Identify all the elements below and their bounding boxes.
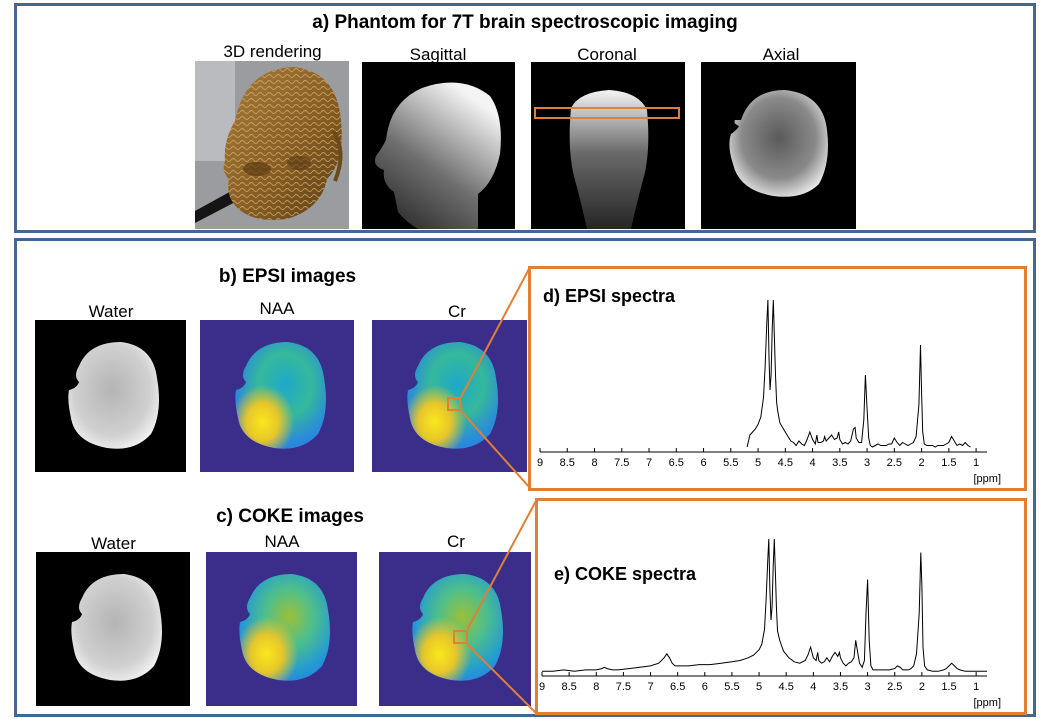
spectrum-epsi-tick-label: 6 (700, 457, 706, 469)
label-coronal: Coronal (577, 45, 637, 64)
label-epsi-water: Water (88, 302, 134, 321)
epsi-voxel-marker (447, 397, 461, 411)
panel-b-title: b) EPSI images (218, 266, 357, 287)
label-coke-cr: Cr (447, 532, 465, 551)
spectrum-epsi-tick-label: 8.5 (560, 457, 575, 469)
spectrum-epsi-tick-label: 3 (864, 457, 870, 469)
image-epsi-cr (372, 320, 527, 472)
panel-a: a) Phantom for 7T brain spectroscopic im… (14, 3, 1036, 233)
spectrum-coke-tick-label: 4 (810, 681, 816, 693)
coke-voxel-marker (453, 630, 468, 644)
spectrum-epsi-x-label: [ppm] (973, 473, 1001, 485)
label-epsi-naa: NAA (259, 299, 295, 318)
spectrum-epsi-tick-label: 7 (646, 457, 652, 469)
spectrum-epsi-tick-label: 1 (973, 457, 979, 469)
label-epsi-cr: Cr (448, 302, 466, 321)
spectrum-epsi-tick-label: 6.5 (669, 457, 684, 469)
spectrum-epsi-series-line (746, 299, 971, 448)
spectrum-coke-x-label: [ppm] (973, 697, 1001, 709)
spectrum-epsi-title: d) EPSI spectra (543, 286, 676, 306)
panel-bc (14, 238, 1036, 717)
spectrum-coke-series-line (542, 538, 987, 672)
label-coke-naa: NAA (264, 532, 300, 551)
spectrum-coke-tick-label: 1.5 (941, 681, 956, 693)
spectrum-coke-tick-label: 6.5 (670, 681, 685, 693)
spectrum-epsi-tick-label: 5 (755, 457, 761, 469)
spectrum-epsi-tick-label: 9 (537, 457, 543, 469)
spectrum-box-coke: e) COKE spectra 9 8.5 8 7.5 7 6.5 6 5.5 5 4.5 4 3.5… (535, 498, 1027, 715)
image-epsi-water (35, 320, 186, 472)
spectrum-epsi-tick-label: 2 (919, 457, 925, 469)
spectrum-coke-tick-label: 7.5 (616, 681, 631, 693)
panel-c-title: c) COKE images (216, 506, 364, 527)
spectrum-epsi-tick-label: 1.5 (941, 457, 956, 469)
spectrum-coke-tick-label: 4.5 (779, 681, 794, 693)
image-coke-cr (379, 552, 531, 706)
spectrum-epsi-tick-label: 7.5 (614, 457, 629, 469)
spectrum-epsi-tick-label: 4.5 (778, 457, 793, 469)
spectrum-coke-title: e) COKE spectra (554, 564, 697, 584)
label-axial: Axial (762, 45, 800, 64)
spectrum-coke-tick-label: 8 (593, 681, 599, 693)
spectrum-coke-tick-label: 2 (919, 681, 925, 693)
image-axial (701, 62, 856, 229)
label-sagittal: Sagittal (409, 45, 467, 64)
spectrum-coke-tick-label: 5.5 (724, 681, 739, 693)
spectrum-epsi-tick-label: 2.5 (887, 457, 902, 469)
spectrum-epsi-tick-label: 5.5 (723, 457, 738, 469)
spectrum-epsi-chart: 9 8.5 8 7.5 7 6.5 6 5.5 5 4.5 4 3.5 3 2.5 2 1.5 1 [ppm] (537, 299, 1001, 485)
image-3d-rendering (195, 61, 349, 229)
spectrum-epsi-tick-label: 4 (809, 457, 815, 469)
image-sagittal (362, 62, 515, 229)
spectrum-coke-tick-label: 5 (756, 681, 762, 693)
spectrum-coke-tick-label: 3.5 (833, 681, 848, 693)
spectrum-epsi-tick-label: 3.5 (832, 457, 847, 469)
image-coronal (531, 62, 685, 229)
image-coke-water (36, 552, 190, 706)
label-coke-water: Water (91, 534, 136, 553)
spectrum-coke-tick-label: 1 (973, 681, 979, 693)
spectrum-coke-tick-label: 8.5 (561, 681, 576, 693)
panel-a-title: a) Phantom for 7T brain spectroscopic im… (312, 12, 738, 33)
spectrum-coke-tick-label: 6 (702, 681, 708, 693)
label-3d-rendering: 3D rendering (223, 42, 322, 61)
spectrum-epsi-tick-label: 8 (591, 457, 597, 469)
spectrum-coke-tick-label: 2.5 (887, 681, 902, 693)
spectrum-coke-chart: 9 8.5 8 7.5 7 6.5 6 5.5 5 4.5 4 3.5 3 2.5 2 1.5 1 [ppm] (539, 538, 1001, 709)
spectrum-coke-tick-label: 7 (647, 681, 653, 693)
image-coke-naa (206, 552, 357, 706)
coronal-slab-marker (534, 107, 680, 119)
image-epsi-naa (200, 320, 354, 472)
spectrum-coke-tick-label: 9 (539, 681, 545, 693)
spectrum-coke-tick-label: 3 (865, 681, 871, 693)
spectrum-box-epsi: d) EPSI spectra 9 8.5 8 7.5 7 6.5 6 5.5 5 4.5 4 3.5… (528, 266, 1027, 491)
